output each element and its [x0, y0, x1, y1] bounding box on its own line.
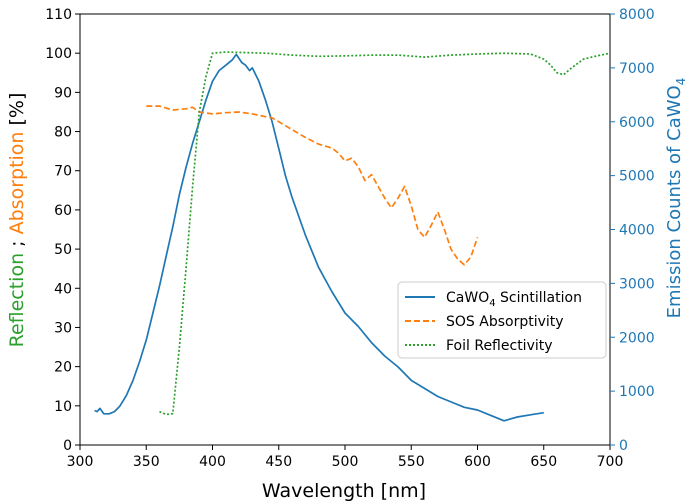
x-tick-label: 450: [265, 454, 292, 470]
left-tick-label: 70: [54, 164, 72, 180]
right-tick-label: 2000: [619, 330, 655, 346]
left-axis-label: Reflection ; Absorption [%]: [6, 93, 28, 348]
left-axis-label-separator: ;: [6, 234, 28, 252]
x-tick-label: 700: [597, 454, 624, 470]
legend-label-scintillation: CaWO4 Scintillation: [446, 290, 582, 309]
left-tick-label: 50: [54, 242, 72, 258]
left-tick-label: 0: [63, 438, 72, 454]
right-tick-label: 1000: [619, 384, 655, 400]
right-tick-label: 8000: [619, 7, 655, 23]
right-tick-label: 5000: [619, 169, 655, 185]
legend-item-scintillation: CaWO4 Scintillation: [405, 290, 582, 309]
plot-series: [94, 51, 611, 422]
legend-item-foil: Foil Reflectivity: [405, 338, 553, 354]
plot-frame: [79, 13, 611, 446]
legend-label-scintillation-rest: Scintillation: [496, 290, 582, 306]
left-tick-label: 80: [54, 125, 72, 141]
x-axis-label: Wavelength [nm]: [262, 480, 426, 502]
left-axis-ticks: 0 10 20 30 40 50 60 70 80 90 100 110: [45, 7, 80, 454]
left-tick-label: 100: [45, 46, 72, 62]
right-tick-label: 3000: [619, 276, 655, 292]
legend-label-foil: Foil Reflectivity: [446, 338, 553, 354]
legend-label-scintillation-text: CaWO: [446, 290, 489, 306]
x-axis-ticks: 300 350 400 450 500 550 600 650 700: [67, 445, 624, 470]
left-tick-label: 40: [54, 281, 72, 297]
right-tick-label: 4000: [619, 223, 655, 239]
left-axis-label-unit: [%]: [6, 93, 28, 132]
left-axis-label-absorption: Absorption: [6, 132, 28, 235]
x-tick-label: 600: [464, 454, 491, 470]
right-axis-label: Emission Counts of CaWO4: [664, 78, 688, 319]
left-tick-label: 60: [54, 203, 72, 219]
left-tick-label: 90: [54, 85, 72, 101]
x-tick-label: 400: [199, 454, 226, 470]
x-tick-label: 550: [398, 454, 425, 470]
right-tick-label: 0: [619, 438, 628, 454]
x-tick-label: 650: [530, 454, 557, 470]
series-line-cawo4-scintillation: [94, 53, 544, 422]
legend-label-sos: SOS Absorptivity: [446, 314, 564, 330]
series-line-sos-absorptivity: [146, 105, 479, 266]
right-axis-ticks: 0 1000 2000 3000 4000 5000 6000 7000 8000: [610, 7, 655, 454]
legend-box: [397, 281, 607, 359]
left-tick-label: 20: [54, 360, 72, 376]
legend: CaWO4 Scintillation SOS Absorptivity Foi…: [397, 281, 607, 359]
right-tick-label: 6000: [619, 115, 655, 131]
x-tick-label: 350: [133, 454, 160, 470]
series-line-foil-reflectivity: [159, 51, 611, 416]
legend-label-scintillation-sub: 4: [489, 298, 495, 309]
right-axis-label-text: Emission Counts of CaWO: [664, 85, 685, 318]
x-tick-label: 300: [67, 454, 94, 470]
right-tick-label: 7000: [619, 61, 655, 77]
right-axis-label-subscript: 4: [674, 78, 688, 86]
left-tick-label: 110: [45, 7, 72, 23]
left-tick-label: 30: [54, 320, 72, 336]
x-tick-label: 500: [332, 454, 359, 470]
left-tick-label: 10: [54, 399, 72, 415]
left-axis-label-reflection: Reflection: [6, 253, 28, 348]
legend-item-sos: SOS Absorptivity: [405, 314, 564, 330]
